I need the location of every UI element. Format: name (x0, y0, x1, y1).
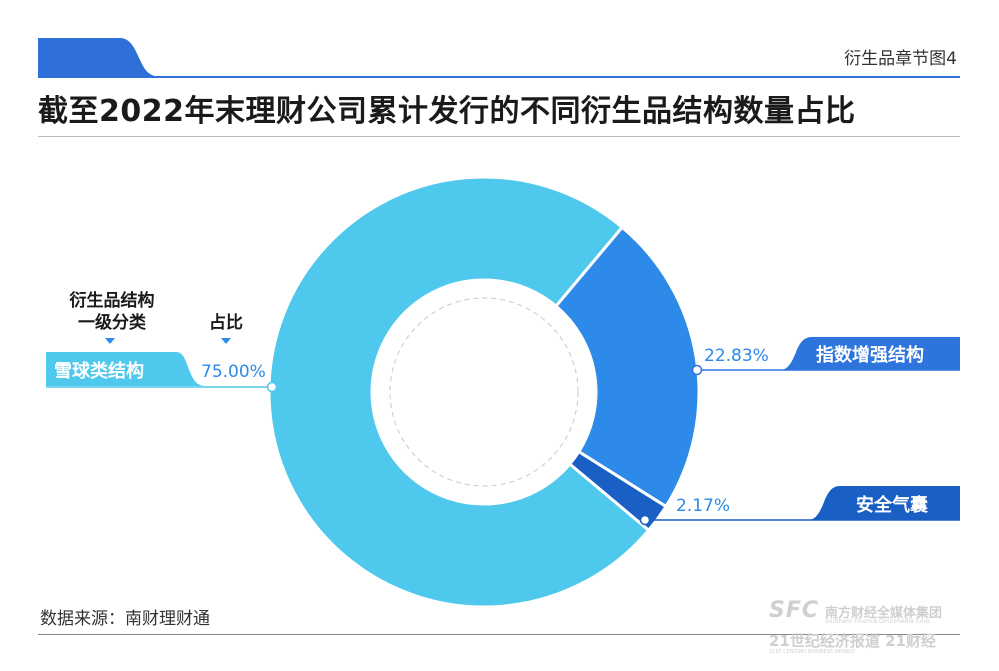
title-divider (38, 136, 960, 137)
donut-slice-airbag (567, 449, 669, 533)
leader-dot-airbag (639, 514, 651, 526)
data-label-airbag: 2.17% (676, 496, 730, 516)
legend-label-snowball: 雪球类结构 (54, 360, 144, 382)
column-header-share: 占比 (209, 313, 243, 333)
data-label-snowball: 75.00% (201, 362, 266, 382)
legend-tag-airbag (808, 486, 960, 520)
column-header-structure-line1: 衍生品结构 (69, 291, 155, 311)
donut-slices (267, 175, 701, 609)
logo-en2: 21ST CENTURY BUSINESS HERALD (769, 649, 855, 655)
logo-cn: 南方财经全媒体集团 (825, 606, 943, 621)
source-note: 数据来源：南财理财通 (40, 609, 210, 629)
data-label-index-enhanced: 22.83% (704, 346, 769, 366)
legend-tag-snowball (46, 352, 206, 386)
header-tab (38, 38, 960, 78)
header-line (38, 76, 960, 78)
leader-dot-snowball (266, 381, 278, 393)
legend-tag-index-enhanced (780, 337, 960, 370)
donut-slice-index-enhanced (553, 225, 701, 509)
logo-sfc: SFC (769, 598, 820, 623)
column-header-share-arrow (221, 338, 231, 344)
column-header-structure-line2: 一级分类 (78, 313, 146, 333)
legend-label-airbag: 安全气囊 (856, 494, 929, 516)
column-header-structure-arrow (105, 338, 115, 344)
donut-slice-snowball (267, 175, 651, 609)
page-title: 截至2022年末理财公司累计发行的不同衍生品结构数量占比 (38, 94, 856, 129)
legend-label-index-enhanced: 指数增强结构 (816, 344, 924, 366)
header-tab-shape (38, 38, 960, 78)
inner-dashed-ring (389, 297, 579, 487)
chapter-label: 衍生品章节图4 (844, 49, 957, 69)
footer-divider (38, 634, 960, 635)
column-header-structure: 衍生品结构 一级分类 (52, 290, 172, 334)
logo-line2: 21世纪经济报道 21财经 (769, 632, 936, 650)
leader-dot-index-enhanced (691, 364, 703, 376)
publisher-logo: SFC 南方财经全媒体集团 Southern Finance Omnimedia… (769, 598, 969, 658)
logo-en1: Southern Finance Omnimedia Corp. (825, 618, 932, 625)
